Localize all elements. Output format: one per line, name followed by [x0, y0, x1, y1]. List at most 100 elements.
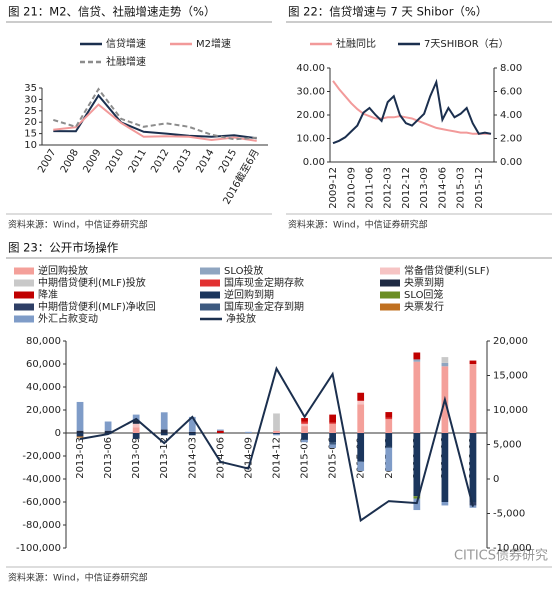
y-tick-label: 25	[24, 106, 37, 117]
bar-segment	[273, 430, 280, 433]
bar-segment	[329, 422, 337, 424]
legend-swatch	[14, 303, 34, 311]
bar-segment	[329, 433, 337, 443]
y-tick-label: 35	[24, 83, 37, 94]
bar-segment	[216, 429, 224, 431]
legend-label: 常备借贷便利(SLF)	[404, 264, 490, 277]
x-tick-label: 2014-06	[215, 437, 226, 479]
y-tick-label: 20,000	[26, 405, 61, 416]
bar-segment	[104, 430, 112, 433]
legend-label: 中期借贷便利(MLF)投放	[38, 276, 146, 289]
x-tick-label: 2013-09	[131, 437, 142, 479]
y2-tick-label: 0.00	[500, 157, 522, 168]
legend-swatch	[200, 267, 220, 275]
y-tick-label: -100,000	[16, 543, 61, 554]
y-tick-label: 80,000	[26, 336, 61, 347]
bar-segment	[385, 412, 393, 418]
x-tick-label: 2013-12	[159, 437, 170, 479]
y-tick-label: 20	[24, 117, 37, 128]
bar-segment	[385, 446, 393, 448]
bar-segment	[357, 433, 365, 462]
bar-segment	[301, 426, 308, 433]
x-tick-label: 2013-03	[75, 437, 86, 479]
y-tick-label: 0	[55, 428, 61, 439]
bar-segment	[132, 433, 140, 439]
x-tick-label: 2014-06	[437, 167, 448, 209]
x-tick-label: 2011-06	[364, 167, 375, 209]
y-tick-label: -20,000	[22, 451, 61, 462]
x-tick-label: 2015-03	[300, 437, 311, 479]
bar-segment	[413, 359, 421, 362]
bar-segment	[441, 362, 449, 367]
chart-title: 图 21：M2、信贷、社融增速走势（%）	[8, 5, 215, 19]
y-tick-label: 10.00	[296, 134, 325, 145]
y-tick-label: 10	[24, 140, 37, 151]
legend-label: 国库现金定存到期	[224, 300, 304, 313]
bar-segment	[301, 418, 308, 422]
bar-segment	[441, 357, 449, 363]
bar-segment	[76, 436, 84, 438]
y2-tick-label: 10,000	[493, 405, 528, 416]
y-tick-label: -60,000	[22, 497, 61, 508]
bar-segment	[357, 400, 365, 405]
bar-segment	[132, 423, 140, 428]
chart-title: 图 23：公开市场操作	[8, 241, 119, 255]
y2-tick-label: 5,000	[493, 440, 522, 451]
bar-segment	[385, 419, 393, 433]
y2-tick-label: -5,000	[493, 509, 525, 520]
series-line	[332, 80, 491, 135]
bar-segment	[441, 502, 449, 506]
bar-segment	[188, 431, 196, 433]
legend-swatch	[380, 279, 400, 287]
y2-tick-label: 2.00	[500, 134, 522, 145]
series-line	[53, 87, 257, 141]
bar-segment	[385, 433, 393, 447]
x-tick-label: 2015-03	[456, 167, 467, 209]
y-tick-label: 30	[24, 94, 37, 105]
source: 资料来源：Wind，中信证券研究部	[288, 219, 428, 231]
bar-segment	[188, 416, 196, 432]
bar-segment	[160, 433, 168, 436]
legend-swatch	[200, 291, 220, 299]
bar-segment	[301, 423, 308, 427]
legend-swatch	[200, 279, 220, 287]
y-tick-label: -80,000	[22, 520, 61, 531]
bar-segment	[273, 413, 280, 431]
legend-label: SLO回笼	[404, 288, 443, 301]
bar-segment	[216, 430, 224, 433]
y-tick-label: 40,000	[26, 382, 61, 393]
y2-tick-label: -10,000	[493, 543, 532, 554]
bar-segment	[76, 433, 84, 437]
bar-segment	[301, 433, 308, 440]
bar-segment	[469, 433, 477, 502]
legend-label: 社融同比	[336, 37, 376, 50]
bar-segment	[76, 401, 84, 431]
legend-label: 7天SHIBOR（右）	[424, 37, 509, 50]
bar-segment	[413, 361, 421, 433]
y-tick-label: 20.00	[296, 110, 325, 121]
legend-label: 逆回购到期	[224, 288, 274, 301]
x-tick-label: 2013-09	[419, 167, 430, 209]
bar-segment	[385, 417, 393, 420]
bar-segment	[273, 433, 280, 435]
x-tick-label: 2015-12	[474, 167, 485, 209]
bar-segment	[329, 414, 337, 423]
bar-segment	[469, 360, 477, 364]
x-tick-label: 2014-09	[243, 437, 254, 479]
series-line	[53, 103, 257, 142]
legend-label: 社融增速	[106, 55, 146, 68]
series-line	[332, 78, 492, 145]
legend-label: 外汇占款变动	[38, 312, 98, 325]
bar-segment	[357, 404, 365, 433]
legend-label: SLO投放	[224, 264, 263, 277]
y-tick-label: 30.00	[296, 87, 325, 98]
x-tick-label: 2009-12	[328, 167, 339, 209]
bar-segment	[301, 421, 308, 424]
bar-segment	[413, 498, 421, 511]
y2-tick-label: 4.00	[500, 110, 522, 121]
legend-label: 降准	[38, 288, 58, 301]
x-tick-label: 2014-12	[272, 437, 283, 479]
legend-label: 净投放	[226, 312, 256, 325]
y-tick-label: 15	[24, 129, 37, 140]
bar-segment	[357, 461, 365, 471]
